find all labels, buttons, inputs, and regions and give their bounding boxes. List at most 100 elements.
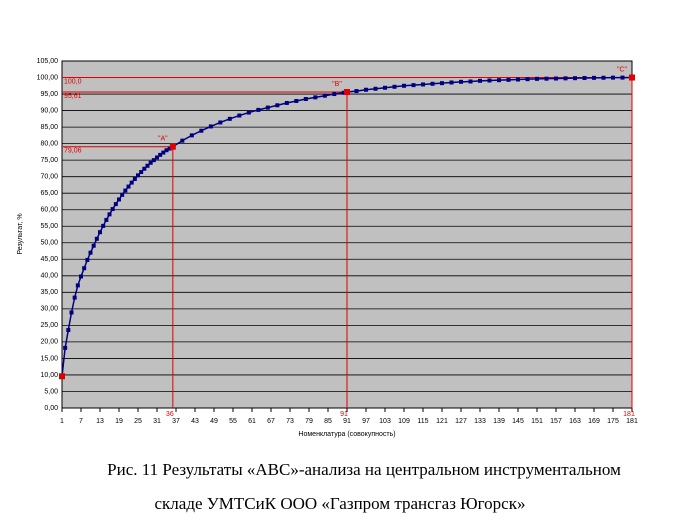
x-tick-label: 49 <box>210 418 218 425</box>
point-marker <box>402 83 406 88</box>
point-marker <box>167 146 172 151</box>
y-tick-label: 40,00 <box>40 273 58 280</box>
x-tick-label: 121 <box>436 418 448 425</box>
y-tick-label: 35,00 <box>40 289 58 296</box>
annotation-x-label: 91 <box>340 411 348 418</box>
point-marker <box>275 103 280 108</box>
point-marker <box>620 75 625 80</box>
x-tick-label: 103 <box>379 418 391 425</box>
point-marker <box>129 180 134 185</box>
point-marker <box>85 257 90 262</box>
point-marker <box>145 163 150 168</box>
point-marker <box>383 85 387 90</box>
annotation-label: "С" <box>617 66 628 73</box>
highlight-marker <box>344 89 350 96</box>
point-marker <box>113 202 118 207</box>
highlight-marker <box>629 74 635 81</box>
y-tick-label: 90,00 <box>40 107 58 114</box>
point-marker <box>497 78 501 83</box>
annotation-x-label: 181 <box>623 411 635 418</box>
point-marker <box>110 207 115 212</box>
x-tick-label: 61 <box>248 418 256 425</box>
x-tick-label: 85 <box>324 418 332 425</box>
x-tick-label: 157 <box>550 418 562 425</box>
point-marker <box>421 82 425 87</box>
x-tick-label: 79 <box>305 418 313 425</box>
x-tick-label: 115 <box>417 418 428 425</box>
y-axis-title: Результат, % <box>17 213 24 254</box>
point-marker <box>506 77 511 82</box>
point-marker <box>136 173 140 178</box>
point-marker <box>322 93 327 98</box>
point-marker <box>354 89 359 94</box>
x-tick-label: 169 <box>588 418 600 425</box>
point-marker <box>161 150 166 155</box>
point-marker <box>120 192 125 197</box>
point-marker <box>72 295 77 300</box>
start-marker <box>59 373 65 380</box>
x-tick-label: 25 <box>134 418 142 425</box>
point-marker <box>554 76 558 81</box>
point-marker <box>117 197 121 202</box>
point-marker <box>284 100 289 105</box>
y-tick-label: 95,00 <box>40 91 58 98</box>
point-marker <box>411 83 416 88</box>
x-tick-label: 163 <box>569 418 581 425</box>
point-marker <box>75 283 80 288</box>
point-marker <box>544 76 549 81</box>
point-marker <box>199 128 204 133</box>
x-tick-label: 55 <box>229 418 237 425</box>
point-marker <box>478 78 482 83</box>
x-tick-label: 13 <box>96 418 104 425</box>
point-marker <box>563 76 568 81</box>
x-tick-label: 109 <box>398 418 410 425</box>
point-marker <box>158 152 163 157</box>
point-marker <box>440 81 444 86</box>
annotation-x-label: 36 <box>166 411 174 418</box>
point-marker <box>430 81 435 86</box>
point-marker <box>332 92 337 97</box>
point-marker <box>98 230 102 235</box>
point-marker <box>341 90 346 95</box>
point-marker <box>573 76 577 81</box>
point-marker <box>88 250 93 255</box>
point-marker <box>94 236 99 241</box>
x-tick-label: 19 <box>115 418 123 425</box>
y-tick-label: 30,00 <box>40 306 58 313</box>
y-tick-label: 10,00 <box>40 372 58 379</box>
point-marker <box>101 223 106 228</box>
caption: Рис. 11 Результаты «АВС»-анализа на цент… <box>107 460 621 479</box>
point-marker <box>246 110 251 115</box>
point-marker <box>155 155 159 160</box>
point-marker <box>364 87 368 92</box>
point-marker <box>189 133 194 138</box>
annotation-label: "В" <box>332 81 342 88</box>
point-marker <box>63 345 68 350</box>
point-marker <box>142 166 147 171</box>
y-tick-label: 0,00 <box>44 405 58 412</box>
point-marker <box>227 116 232 121</box>
x-tick-label: 151 <box>531 418 543 425</box>
caption: складе УМТСиК ООО «Газпром трансгаз Югор… <box>154 494 525 513</box>
point-marker <box>237 113 242 118</box>
point-marker <box>373 86 378 91</box>
point-marker <box>66 328 71 333</box>
point-marker <box>79 274 83 279</box>
y-tick-label: 20,00 <box>40 339 58 346</box>
y-tick-label: 55,00 <box>40 223 58 230</box>
x-tick-label: 43 <box>191 418 199 425</box>
annotation-y-label: 95,61 <box>64 93 82 100</box>
y-tick-label: 5,00 <box>44 388 58 395</box>
point-marker <box>218 120 223 125</box>
x-tick-label: 139 <box>493 418 505 425</box>
x-tick-label: 97 <box>362 418 370 425</box>
point-marker <box>525 77 530 82</box>
x-axis-title: Номенклатура (совокупность) <box>298 431 395 438</box>
y-tick-label: 25,00 <box>40 322 58 329</box>
point-marker <box>459 79 463 84</box>
x-tick-label: 133 <box>474 418 486 425</box>
point-marker <box>180 138 185 143</box>
annotation-label: "А" <box>158 136 168 143</box>
point-marker <box>164 148 169 153</box>
point-marker <box>313 95 318 100</box>
